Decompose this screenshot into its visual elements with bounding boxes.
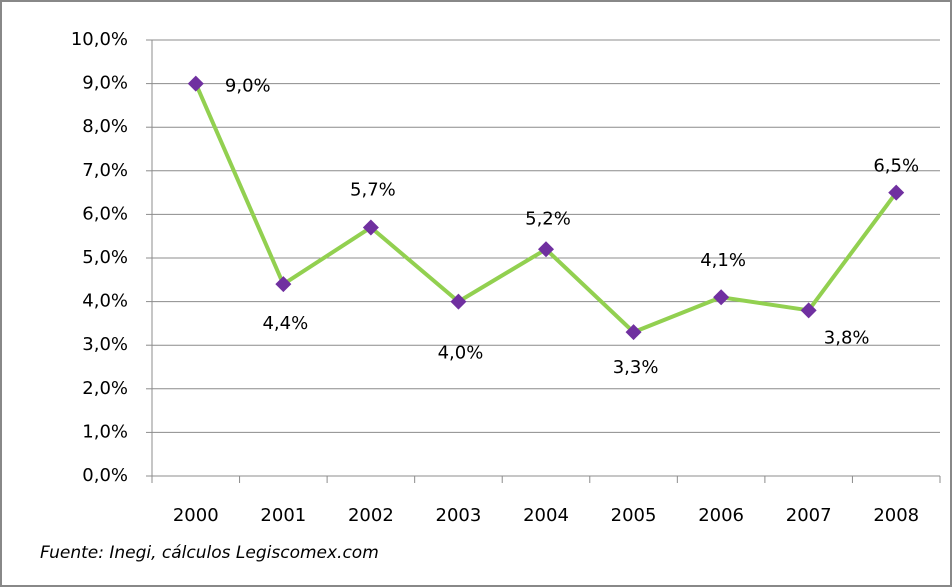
data-label: 9,0% [225, 76, 271, 97]
marker [450, 293, 467, 310]
x-tick-label: 2006 [698, 505, 744, 526]
x-tick-label: 2002 [348, 505, 394, 526]
x-tick-label: 2003 [436, 505, 482, 526]
data-label: 4,1% [700, 250, 746, 271]
y-tick-label: 6,0% [82, 203, 128, 224]
y-tick-label: 5,0% [82, 247, 128, 268]
x-tick-label: 2000 [173, 505, 219, 526]
y-tick-label: 7,0% [82, 160, 128, 181]
data-label: 6,5% [873, 156, 919, 177]
source-note: Fuente: Inegi, cálculos Legiscomex.com [40, 543, 379, 563]
y-tick-label: 4,0% [82, 291, 128, 312]
y-tick-label: 1,0% [82, 421, 128, 442]
marker [538, 241, 554, 258]
data-label: 5,2% [525, 208, 571, 229]
marker [625, 324, 642, 341]
marker [275, 276, 292, 293]
data-label: 5,7% [350, 179, 396, 200]
x-tick-label: 2007 [786, 505, 832, 526]
x-tick-label: 2005 [611, 505, 657, 526]
data-label: 3,8% [824, 327, 870, 348]
marker [187, 75, 204, 92]
data-label: 4,0% [438, 343, 484, 364]
data-label: 4,4% [262, 313, 308, 334]
marker [800, 302, 817, 319]
data-label: 3,3% [613, 357, 659, 378]
marker [362, 219, 379, 236]
y-tick-label: 0,0% [82, 465, 128, 486]
x-tick-label: 2004 [523, 505, 569, 526]
x-tick-label: 2008 [873, 505, 919, 526]
y-tick-label: 8,0% [82, 116, 128, 137]
marker [888, 184, 905, 201]
y-tick-label: 3,0% [82, 334, 128, 355]
x-tick-label: 2001 [260, 505, 306, 526]
y-tick-label: 2,0% [82, 378, 128, 399]
marker [713, 289, 730, 306]
y-tick-label: 9,0% [82, 73, 128, 94]
y-tick-label: 10,0% [71, 29, 128, 50]
